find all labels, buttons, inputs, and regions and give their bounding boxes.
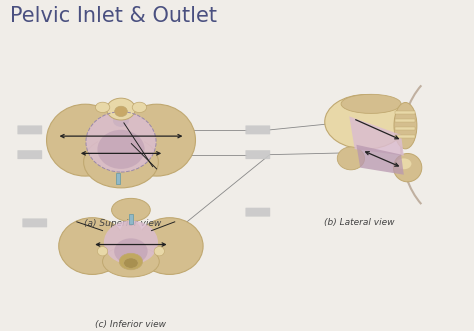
FancyBboxPatch shape [246, 150, 270, 159]
Ellipse shape [132, 102, 146, 113]
Ellipse shape [115, 106, 128, 117]
FancyBboxPatch shape [18, 125, 42, 134]
Ellipse shape [396, 158, 411, 169]
Ellipse shape [46, 104, 124, 176]
Bar [394, 111, 415, 114]
Ellipse shape [393, 154, 422, 182]
Ellipse shape [107, 98, 136, 120]
Ellipse shape [119, 253, 143, 270]
Ellipse shape [95, 102, 110, 113]
Ellipse shape [111, 198, 150, 221]
Ellipse shape [102, 246, 159, 277]
Ellipse shape [59, 218, 126, 274]
Bar [129, 213, 133, 224]
Bar [394, 135, 415, 138]
Text: (c) Inferior view: (c) Inferior view [95, 320, 166, 329]
Ellipse shape [98, 116, 144, 168]
FancyBboxPatch shape [18, 150, 42, 159]
Ellipse shape [118, 220, 144, 261]
Ellipse shape [98, 247, 108, 256]
FancyBboxPatch shape [22, 218, 47, 227]
Ellipse shape [118, 104, 195, 176]
Ellipse shape [114, 238, 148, 264]
Ellipse shape [83, 136, 158, 188]
Ellipse shape [86, 112, 156, 172]
FancyBboxPatch shape [246, 125, 270, 134]
Polygon shape [356, 145, 404, 175]
Text: (b) Lateral view: (b) Lateral view [324, 218, 394, 227]
Text: (a) Superior view: (a) Superior view [84, 218, 162, 228]
Ellipse shape [98, 130, 145, 169]
Bar [116, 173, 120, 184]
Ellipse shape [104, 220, 158, 264]
Ellipse shape [124, 258, 138, 268]
Ellipse shape [341, 94, 401, 114]
Bar [394, 127, 415, 130]
FancyBboxPatch shape [246, 208, 270, 216]
Bar [394, 119, 415, 122]
Ellipse shape [154, 247, 164, 256]
Ellipse shape [136, 218, 203, 274]
Polygon shape [349, 117, 404, 156]
Ellipse shape [113, 114, 129, 127]
Ellipse shape [394, 103, 417, 149]
Ellipse shape [325, 95, 407, 149]
Ellipse shape [337, 147, 365, 170]
Text: Pelvic Inlet & Outlet: Pelvic Inlet & Outlet [10, 6, 217, 26]
